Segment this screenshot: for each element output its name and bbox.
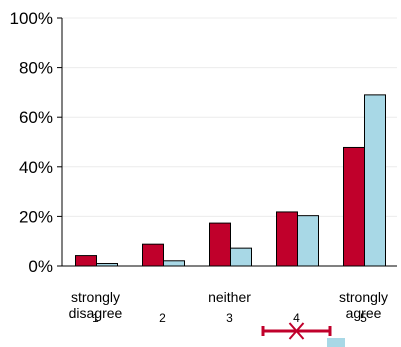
- x-category-word: strongly: [339, 289, 388, 305]
- x-category-word: strongly: [71, 289, 120, 305]
- bars: [75, 94, 386, 267]
- bar: [297, 215, 319, 267]
- y-tick-label: 20%: [19, 207, 53, 226]
- x-category-word: agree: [346, 305, 382, 321]
- x-tick-label: 5: [360, 311, 367, 325]
- x-tick-label: 2: [159, 311, 166, 325]
- x-category-word: disagree: [69, 305, 123, 321]
- bar: [75, 255, 97, 267]
- bar: [142, 243, 164, 267]
- y-tick-label: 40%: [19, 158, 53, 177]
- x-tick-label: 3: [226, 311, 233, 325]
- y-tick-label: 80%: [19, 59, 53, 78]
- bar: [230, 247, 252, 267]
- mean-range-annotation: [261, 322, 345, 347]
- range-marker-b: [327, 338, 345, 347]
- bar: [343, 146, 365, 267]
- bar: [276, 211, 298, 267]
- bar: [209, 222, 231, 267]
- x-tick-label: 4: [293, 311, 300, 325]
- y-tick-label: 0%: [28, 257, 53, 276]
- y-axis-ticks: 0% 20% 40% 60% 80% 100%: [10, 9, 62, 276]
- x-tick-label: 1: [92, 311, 99, 325]
- mean-marker: [288, 322, 305, 340]
- x-category-word: neither: [208, 289, 251, 305]
- axes: [61, 18, 397, 267]
- bar: [163, 260, 185, 267]
- grid-lines: [62, 17, 397, 217]
- bar: [364, 94, 386, 267]
- y-tick-label: 60%: [19, 108, 53, 127]
- y-tick-label: 100%: [10, 9, 53, 28]
